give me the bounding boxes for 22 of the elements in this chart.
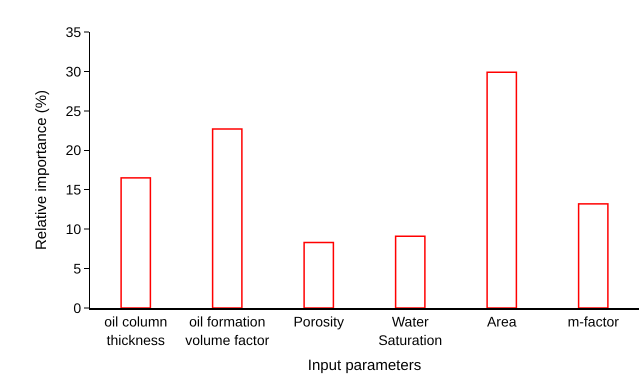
- y-tick-label: 10: [66, 221, 82, 238]
- y-tick-label: 0: [73, 300, 82, 316]
- y-tick-label: 20: [66, 142, 82, 158]
- bar: [212, 128, 243, 308]
- y-axis-title: Relative importance (%): [32, 90, 50, 250]
- bar: [394, 235, 426, 308]
- x-tick-label: m-factor: [568, 314, 620, 330]
- x-tick-label: Porosity: [293, 314, 344, 330]
- y-tick-label: 25: [66, 102, 82, 119]
- x-tick-label: oil formation volume factor: [185, 314, 270, 348]
- y-tick-label: 35: [66, 24, 82, 40]
- bar: [120, 177, 152, 308]
- bar: [486, 71, 518, 308]
- bar: [303, 242, 334, 308]
- x-tick-label: Water Saturation: [378, 314, 442, 348]
- x-tick-label: oil column thickness: [104, 314, 168, 348]
- y-tick-label: 15: [66, 182, 82, 198]
- y-tick-label: 5: [73, 260, 82, 276]
- y-tick-label: 30: [66, 63, 82, 80]
- x-tick-label: Area: [486, 314, 517, 330]
- bar: [578, 203, 609, 308]
- x-axis-title: Input parameters: [308, 357, 422, 374]
